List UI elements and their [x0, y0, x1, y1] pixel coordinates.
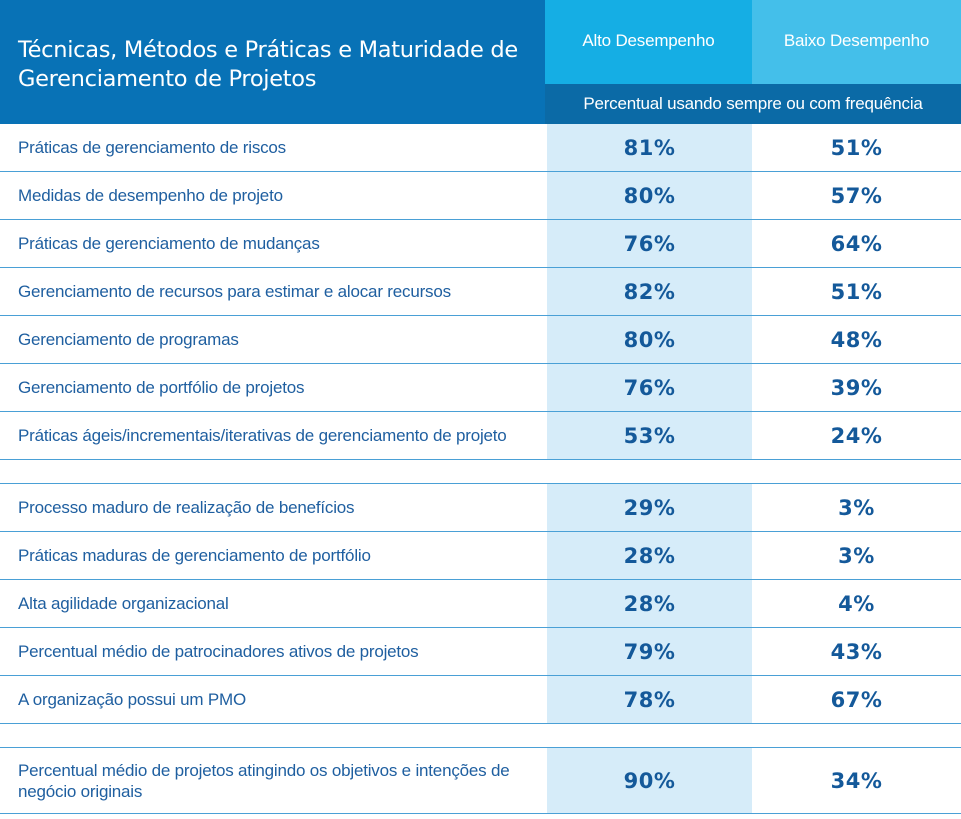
row-label: Percentual médio de projetos atingindo o… — [18, 760, 510, 801]
table-row: Percentual médio de projetos atingindo o… — [0, 747, 961, 814]
row-label: Práticas de gerenciamento de riscos — [18, 138, 286, 157]
baixo-desempenho-value: 43% — [752, 628, 961, 675]
baixo-desempenho-value: 64% — [752, 220, 961, 267]
row-label: Práticas maduras de gerenciamento de por… — [18, 546, 371, 565]
baixo-desempenho-value: 67% — [752, 676, 961, 723]
alto-desempenho-value: 81% — [547, 124, 752, 171]
alto-desempenho-value: 80% — [547, 316, 752, 363]
alto-desempenho-value: 76% — [547, 364, 752, 411]
alto-desempenho-value: 90% — [547, 748, 752, 813]
table-row: Práticas maduras de gerenciamento de por… — [0, 532, 961, 580]
table-row: Práticas ágeis/incrementais/iterativas d… — [0, 412, 961, 460]
alto-desempenho-value: 78% — [547, 676, 752, 723]
baixo-desempenho-value: 24% — [752, 412, 961, 459]
row-label: Práticas de gerenciamento de mudanças — [18, 234, 320, 253]
row-label: Gerenciamento de programas — [18, 330, 239, 349]
baixo-desempenho-value: 4% — [752, 580, 961, 627]
table-row: Percentual médio de patrocinadores ativo… — [0, 628, 961, 676]
table-row: Práticas de gerenciamento de mudanças 76%… — [0, 220, 961, 268]
column-header-baixo-desempenho: Baixo Desempenho — [752, 0, 961, 84]
baixo-desempenho-value: 57% — [752, 172, 961, 219]
row-label: Percentual médio de patrocinadores ativo… — [18, 642, 419, 661]
row-label: Gerenciamento de recursos para estimar e… — [18, 282, 451, 301]
row-label: Alta agilidade organizacional — [18, 594, 229, 613]
subheader-percentual: Percentual usando sempre ou com frequênc… — [545, 84, 961, 124]
baixo-desempenho-value: 39% — [752, 364, 961, 411]
baixo-desempenho-value: 3% — [752, 532, 961, 579]
baixo-desempenho-value: 51% — [752, 268, 961, 315]
table-row: Gerenciamento de programas 80% 48% — [0, 316, 961, 364]
baixo-desempenho-value: 51% — [752, 124, 961, 171]
column-header-alto-desempenho: Alto Desempenho — [545, 0, 752, 84]
alto-desempenho-value: 76% — [547, 220, 752, 267]
baixo-desempenho-value: 3% — [752, 484, 961, 531]
alto-desempenho-value: 80% — [547, 172, 752, 219]
row-label: Práticas ágeis/incrementais/iterativas d… — [18, 426, 507, 445]
table-row: Gerenciamento de recursos para estimar e… — [0, 268, 961, 316]
row-label: Medidas de desempenho de projeto — [18, 186, 283, 205]
alto-desempenho-value: 79% — [547, 628, 752, 675]
alto-desempenho-value: 53% — [547, 412, 752, 459]
table-row: Gerenciamento de portfólio de projetos 76… — [0, 364, 961, 412]
table-row: Alta agilidade organizacional 28% 4% — [0, 580, 961, 628]
table-row: Práticas de gerenciamento de riscos 81% 51… — [0, 124, 961, 172]
alto-desempenho-value: 28% — [547, 532, 752, 579]
table-row: Processo maduro de realização de benefíc… — [0, 483, 961, 532]
alto-desempenho-value: 28% — [547, 580, 752, 627]
table-row: A organização possui um PMO 78% 67% — [0, 676, 961, 724]
row-label: Gerenciamento de portfólio de projetos — [18, 378, 305, 397]
baixo-desempenho-value: 34% — [752, 748, 961, 813]
row-label: Processo maduro de realização de benefíc… — [18, 498, 355, 517]
table-title: Técnicas, Métodos e Práticas e Maturidad… — [0, 0, 545, 124]
row-label: A organização possui um PMO — [18, 690, 246, 709]
alto-desempenho-value: 82% — [547, 268, 752, 315]
table-row: Medidas de desempenho de projeto 80% 57% — [0, 172, 961, 220]
alto-desempenho-value: 29% — [547, 484, 752, 531]
baixo-desempenho-value: 48% — [752, 316, 961, 363]
